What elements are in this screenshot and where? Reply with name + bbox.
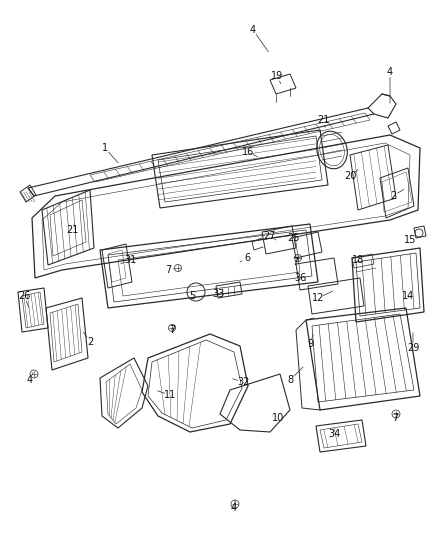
Text: 8: 8 <box>287 375 293 385</box>
Text: 14: 14 <box>402 291 414 301</box>
Text: 4: 4 <box>231 503 237 513</box>
Text: 12: 12 <box>312 293 324 303</box>
Text: 1: 1 <box>102 143 108 153</box>
Text: 7: 7 <box>165 265 171 275</box>
Text: 19: 19 <box>271 71 283 81</box>
Text: 18: 18 <box>352 255 364 265</box>
Text: 10: 10 <box>272 413 284 423</box>
Text: 21: 21 <box>66 225 78 235</box>
Text: 16: 16 <box>242 147 254 157</box>
Text: 7: 7 <box>392 413 398 423</box>
Text: 4: 4 <box>250 25 256 35</box>
Text: 25: 25 <box>288 233 300 243</box>
Text: 6: 6 <box>244 253 250 263</box>
Text: 31: 31 <box>124 255 136 265</box>
Text: 7: 7 <box>292 257 298 267</box>
Text: 26: 26 <box>18 291 30 301</box>
Text: 15: 15 <box>404 235 416 245</box>
Text: 29: 29 <box>407 343 419 353</box>
Text: 7: 7 <box>169 325 175 335</box>
Text: 34: 34 <box>328 429 340 439</box>
Text: 5: 5 <box>189 291 195 301</box>
Text: 2: 2 <box>87 337 93 347</box>
Text: 20: 20 <box>344 171 356 181</box>
Text: 9: 9 <box>307 339 313 349</box>
Text: 21: 21 <box>317 115 329 125</box>
Text: 11: 11 <box>164 390 176 400</box>
Text: 2: 2 <box>390 191 396 201</box>
Text: 4: 4 <box>387 67 393 77</box>
Text: 36: 36 <box>294 273 306 283</box>
Text: 32: 32 <box>237 377 249 387</box>
Text: 4: 4 <box>27 375 33 385</box>
Text: 27: 27 <box>264 231 276 241</box>
Text: 33: 33 <box>212 289 224 299</box>
